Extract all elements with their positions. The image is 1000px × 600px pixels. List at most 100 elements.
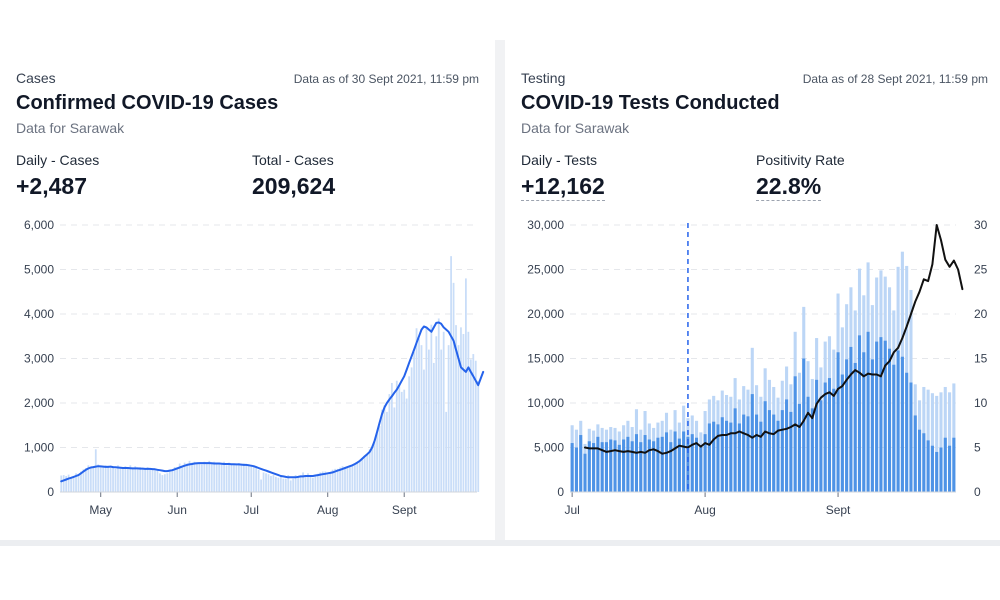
- cases-bar: [450, 256, 452, 492]
- cases-bar: [373, 440, 376, 492]
- cases-bar: [191, 462, 193, 492]
- cases-bar: [65, 475, 68, 492]
- cases-bar: [465, 278, 467, 492]
- cases-bar: [312, 477, 314, 492]
- daily-tests-value[interactable]: +12,162: [521, 173, 605, 201]
- cases-bar: [316, 473, 319, 492]
- cases-bar: [378, 426, 381, 492]
- cases-bar: [356, 461, 359, 492]
- positivity-rate-value[interactable]: 22.8%: [756, 173, 822, 201]
- cases-bar: [109, 467, 112, 492]
- cases-bar: [383, 405, 386, 492]
- cases-bar: [215, 464, 218, 492]
- cases-bar: [410, 367, 413, 492]
- total-cases-label: Total - Cases: [252, 152, 334, 168]
- cases-bar: [353, 463, 356, 492]
- cases-bar: [432, 362, 435, 492]
- cases-bar: [309, 475, 312, 492]
- cases-bar: [151, 468, 154, 492]
- positivity-rate-label[interactable]: Positivity Rate: [756, 152, 845, 168]
- cases-bar: [107, 465, 110, 492]
- cases-y-tick-label: 4,000: [24, 307, 54, 321]
- cases-bar: [173, 467, 176, 492]
- cases-bar: [102, 467, 105, 492]
- cases-kicker: Cases: [16, 70, 56, 86]
- daily-tests-label[interactable]: Daily - Tests: [521, 152, 597, 168]
- cases-bar: [398, 385, 401, 492]
- cases-bar: [131, 467, 134, 492]
- cases-bar: [319, 472, 322, 492]
- cases-bar: [331, 469, 334, 492]
- cases-bar: [324, 471, 327, 492]
- cases-bar: [403, 389, 406, 492]
- cases-bar: [171, 469, 174, 492]
- cases-bar: [388, 394, 391, 492]
- cases-bar: [220, 463, 223, 492]
- cases-bar: [141, 467, 144, 492]
- cases-bar: [366, 453, 369, 492]
- cases-bar: [393, 407, 396, 492]
- cases-bar: [134, 466, 137, 492]
- cases-bar: [358, 460, 361, 492]
- cases-bar: [260, 479, 262, 492]
- cases-bar: [395, 380, 398, 492]
- cases-bar: [435, 336, 438, 492]
- cases-bar: [442, 331, 445, 492]
- cases-bar: [339, 467, 341, 492]
- cases-bar: [427, 349, 430, 492]
- cases-bar: [371, 445, 374, 492]
- cases-bar: [368, 449, 371, 492]
- cases-bar: [82, 469, 85, 492]
- cases-bar: [272, 475, 275, 492]
- cases-bar: [423, 369, 425, 492]
- cases-bar: [467, 331, 470, 492]
- tests-as-of: Data as of 28 Sept 2021, 11:59 pm: [802, 72, 988, 86]
- cases-y-tick-label: 2,000: [24, 396, 54, 410]
- cases-bar: [205, 462, 208, 492]
- cases-bar: [304, 475, 307, 492]
- cases-bar: [218, 464, 221, 492]
- cases-bar: [117, 465, 119, 492]
- cases-bar: [292, 478, 295, 492]
- cases-bar: [210, 463, 213, 492]
- cases-x-tick-label: Jun: [168, 503, 187, 517]
- cases-bar: [361, 458, 364, 492]
- cases-bar: [346, 467, 349, 492]
- cases-bar: [250, 465, 253, 492]
- cases-bar: [282, 478, 285, 492]
- cases-bar: [334, 468, 337, 492]
- cases-bar: [168, 471, 171, 492]
- cases-bar: [114, 468, 117, 492]
- cases-bar: [440, 349, 443, 492]
- cases-y-tick-label: 6,000: [24, 218, 54, 232]
- cases-bar: [420, 345, 423, 492]
- cases-bar: [252, 467, 255, 492]
- cases-bar: [344, 467, 346, 492]
- cases-bar: [270, 475, 272, 492]
- cases-bar: [336, 468, 339, 492]
- cases-bar: [457, 345, 460, 492]
- cases-bar: [477, 380, 480, 492]
- cases-bar: [255, 467, 258, 492]
- cases-bar: [149, 468, 151, 492]
- cases-bar: [94, 449, 97, 492]
- cases-bar: [376, 433, 378, 492]
- cases-bar: [452, 282, 455, 492]
- cases-bar: [154, 470, 156, 492]
- cases-bar: [245, 465, 248, 492]
- cases-bar: [97, 464, 100, 492]
- cases-bar: [455, 325, 457, 492]
- cases-bar: [445, 411, 448, 492]
- cases-bar: [67, 474, 70, 492]
- cases-bar: [363, 455, 366, 492]
- cases-bar: [200, 464, 203, 492]
- cases-bar: [474, 360, 477, 492]
- cases-bar: [413, 351, 415, 492]
- cases-bar: [247, 463, 250, 492]
- cases-bar: [139, 467, 142, 492]
- cases-bar: [279, 476, 282, 492]
- cases-bar: [60, 475, 63, 492]
- cases-bar: [166, 473, 169, 492]
- cases-bar: [198, 462, 201, 492]
